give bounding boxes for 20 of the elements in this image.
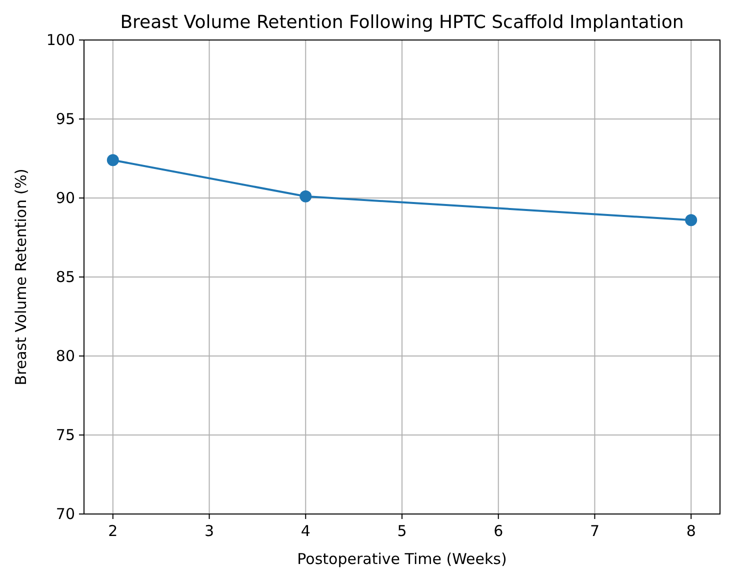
y-tick-label: 70 bbox=[56, 505, 75, 523]
y-tick-label: 90 bbox=[56, 189, 75, 207]
point bbox=[685, 214, 698, 226]
chart-title: Breast Volume Retention Following HPTC Scaffold Implantation bbox=[120, 12, 684, 33]
y-tick-label: 100 bbox=[46, 31, 75, 49]
x-tick-label: 6 bbox=[494, 522, 504, 540]
y-tick-label: 85 bbox=[56, 268, 75, 286]
x-tick-label: 5 bbox=[397, 522, 407, 540]
x-tick-label: 3 bbox=[204, 522, 214, 540]
y-tick-label: 95 bbox=[56, 110, 75, 128]
y-tick-label: 75 bbox=[56, 426, 75, 444]
point bbox=[106, 154, 119, 166]
y-tick-label: 80 bbox=[56, 347, 75, 365]
x-axis-title: Postoperative Time (Weeks) bbox=[297, 550, 507, 568]
x-tick-label: 2 bbox=[108, 522, 118, 540]
x-tick-label: 7 bbox=[590, 522, 600, 540]
x-tick-label: 8 bbox=[686, 522, 696, 540]
y-axis-title: Breast Volume Retention (%) bbox=[12, 168, 30, 386]
x-tick-label: 4 bbox=[300, 522, 310, 540]
point bbox=[300, 190, 312, 202]
